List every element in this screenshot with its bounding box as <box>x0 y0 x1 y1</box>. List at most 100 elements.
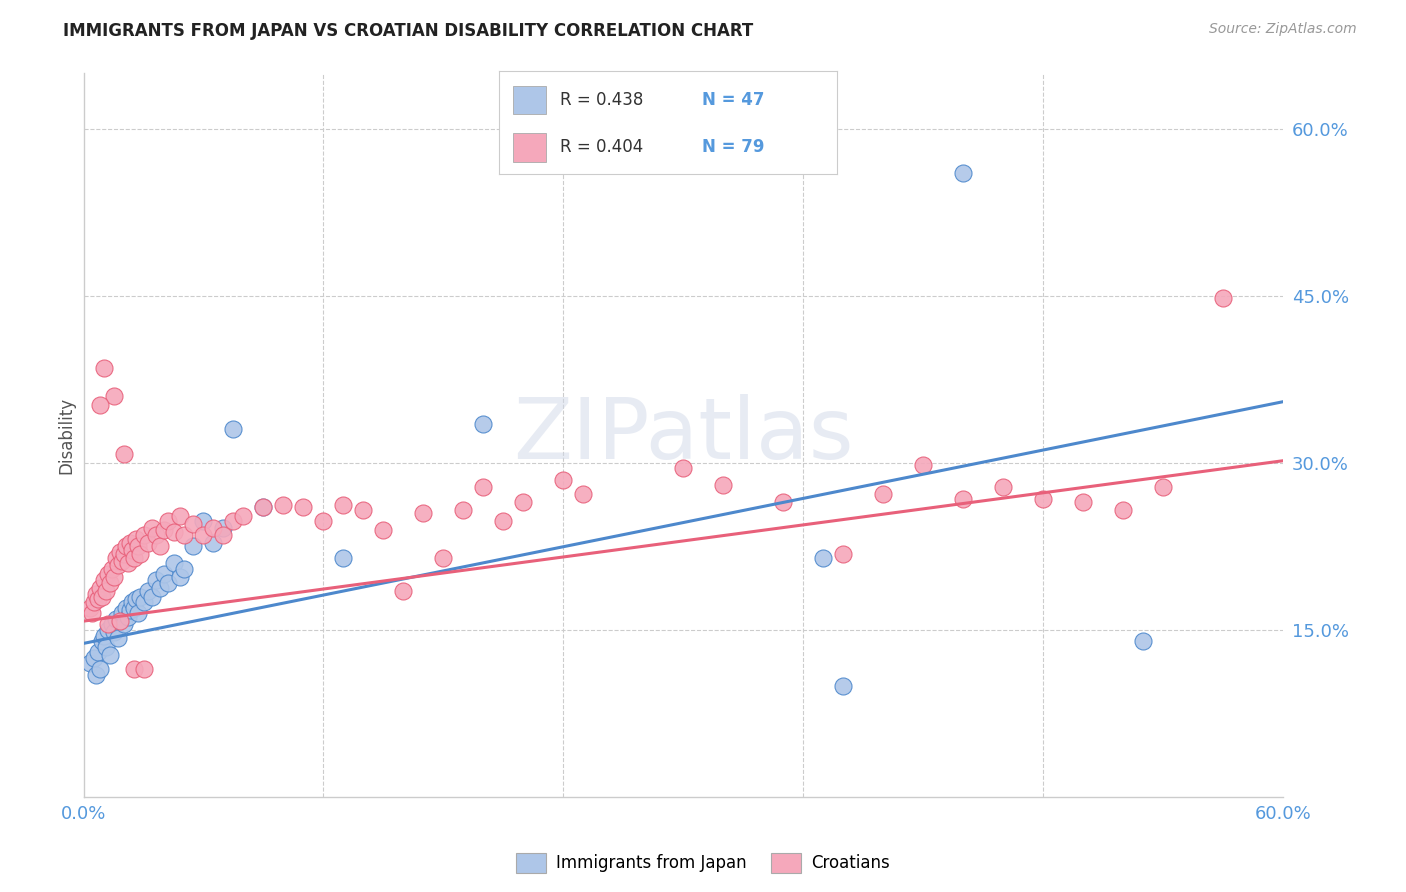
Point <box>832 547 855 561</box>
Point <box>100 617 122 632</box>
Point <box>772 495 794 509</box>
Point <box>145 573 167 587</box>
Point <box>90 590 112 604</box>
Point <box>86 645 108 659</box>
Point <box>193 528 215 542</box>
Point <box>89 398 111 412</box>
Text: ZIPatlas: ZIPatlas <box>513 393 853 476</box>
Point <box>132 595 155 609</box>
Point <box>1152 480 1174 494</box>
Point <box>202 536 225 550</box>
Point <box>118 603 141 617</box>
Point <box>162 556 184 570</box>
Point <box>104 612 127 626</box>
Point <box>152 567 174 582</box>
Text: IMMIGRANTS FROM JAPAN VS CROATIAN DISABILITY CORRELATION CHART: IMMIGRANTS FROM JAPAN VS CROATIAN DISABI… <box>63 22 754 40</box>
Point <box>232 509 254 524</box>
Point <box>156 514 179 528</box>
Point <box>169 509 191 524</box>
Point <box>112 447 135 461</box>
Point <box>183 517 205 532</box>
Point <box>141 590 163 604</box>
Point <box>80 607 103 621</box>
Point <box>121 595 143 609</box>
Point <box>1112 502 1135 516</box>
Point <box>83 651 105 665</box>
Point <box>117 609 139 624</box>
Point <box>1073 495 1095 509</box>
Point <box>512 495 534 509</box>
Point <box>173 562 195 576</box>
Point <box>96 623 118 637</box>
Point <box>124 532 146 546</box>
Point <box>112 547 135 561</box>
Text: R = 0.438: R = 0.438 <box>560 91 643 109</box>
Point <box>128 590 150 604</box>
Legend: Immigrants from Japan, Croatians: Immigrants from Japan, Croatians <box>509 847 897 880</box>
Point <box>112 617 135 632</box>
Point <box>122 662 145 676</box>
Bar <box>513 133 547 161</box>
Point <box>107 631 129 645</box>
Text: N = 47: N = 47 <box>702 91 763 109</box>
Point <box>492 514 515 528</box>
Point <box>110 607 132 621</box>
Point <box>103 625 125 640</box>
Point <box>121 542 143 557</box>
Point <box>98 648 121 662</box>
Point <box>108 545 131 559</box>
Point <box>432 550 454 565</box>
Point <box>96 567 118 582</box>
Point <box>292 500 315 515</box>
Point <box>392 584 415 599</box>
Point <box>472 417 495 431</box>
Point <box>713 478 735 492</box>
Point <box>912 458 935 472</box>
Point <box>1132 634 1154 648</box>
Point <box>332 498 354 512</box>
Point <box>136 584 159 599</box>
Bar <box>513 86 547 114</box>
Point <box>93 361 115 376</box>
Point <box>332 550 354 565</box>
Point <box>127 607 149 621</box>
Point <box>222 422 245 436</box>
Point <box>162 524 184 539</box>
Point <box>93 573 115 587</box>
Point <box>148 581 170 595</box>
Point <box>222 514 245 528</box>
Point <box>373 523 395 537</box>
Point <box>1032 491 1054 506</box>
Point <box>103 389 125 403</box>
Point <box>832 679 855 693</box>
Point <box>252 500 274 515</box>
Point <box>412 506 434 520</box>
Point <box>84 587 107 601</box>
Point <box>79 657 101 671</box>
Point <box>107 558 129 573</box>
Point <box>952 166 974 180</box>
Point <box>312 514 335 528</box>
Point <box>122 550 145 565</box>
Point <box>212 520 235 534</box>
Point <box>553 473 575 487</box>
Text: Source: ZipAtlas.com: Source: ZipAtlas.com <box>1209 22 1357 37</box>
Point <box>89 581 111 595</box>
Point <box>173 528 195 542</box>
Point <box>672 461 695 475</box>
Point <box>79 600 101 615</box>
Point <box>572 487 595 501</box>
Point <box>108 614 131 628</box>
Point <box>104 550 127 565</box>
Point <box>98 576 121 591</box>
Point <box>148 540 170 554</box>
Point <box>183 540 205 554</box>
Point <box>86 591 108 606</box>
Point <box>872 487 894 501</box>
Point <box>353 502 375 516</box>
Point <box>93 629 115 643</box>
Point <box>993 480 1015 494</box>
Point <box>141 520 163 534</box>
Point <box>108 614 131 628</box>
Point <box>124 591 146 606</box>
